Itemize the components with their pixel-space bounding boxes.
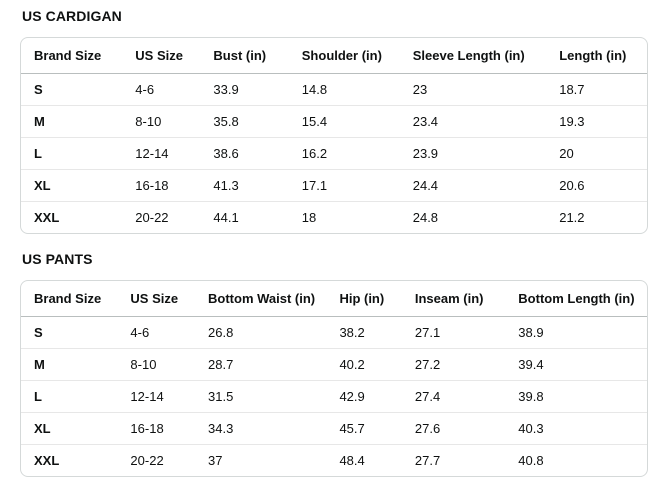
table-cell: 35.8 [200, 106, 289, 138]
table-cell: 21.2 [559, 210, 585, 225]
table-cell: 45.7 [326, 413, 402, 445]
table-cell: 27.4 [401, 381, 506, 413]
cardigan-size-table: Brand Size US Size Bust (in) Shoulder (in) S… [20, 37, 648, 234]
size-chart-page: US CARDIGAN Brand Size US Size Bust (in) Sh… [20, 0, 648, 477]
table-cell: 27.2 [401, 349, 506, 381]
column-header: US Size [122, 38, 201, 74]
column-header: Bust (in) [200, 38, 289, 74]
table-cell: 40.8 [518, 453, 544, 468]
table-cell: 40.3 [505, 413, 647, 445]
cardigan-section-title: US CARDIGAN [22, 8, 122, 24]
table-header-row: Brand Size US Size Bust (in) Shoulder (in) S… [21, 38, 647, 74]
pants-size-section: US PANTS Brand Size US Size Bottom Waist (… [20, 234, 648, 477]
brand-size-cell: M [21, 106, 123, 138]
table-cell: 27.6 [401, 413, 506, 445]
table-cell: 14.8 [288, 74, 400, 106]
table-cell: 20.6 [546, 170, 647, 202]
table-cell: 37 [208, 453, 223, 468]
table-cell: 8-10 [122, 106, 201, 138]
table-cell: 27.1 [401, 317, 506, 349]
brand-size-cell: XL [21, 170, 123, 202]
table-cell: 23.4 [399, 106, 547, 138]
pants-size-table: Brand Size US Size Bottom Waist (in) Hip (i… [20, 280, 648, 477]
table-row: M 8-10 35.8 15.4 23.4 19.3 [21, 106, 647, 138]
column-header: Bottom Length (in) [505, 281, 647, 317]
table-cell: 26.8 [195, 317, 327, 349]
table-cell: 20 [546, 138, 647, 170]
table-row: L 12-14 38.6 16.2 23.9 20 [21, 138, 647, 170]
table-cell: 42.9 [326, 381, 402, 413]
table-header-row: Brand Size US Size Bottom Waist (in) Hip (i… [21, 281, 647, 317]
table-row: S 4-6 26.8 38.2 27.1 38.9 [21, 317, 647, 349]
column-header: Brand Size [21, 38, 123, 74]
table-row: S 4-6 33.9 14.8 23 18.7 [21, 74, 647, 106]
table-cell: 41.3 [200, 170, 289, 202]
brand-size-cell: M [21, 349, 118, 381]
brand-size-cell: XXL [34, 453, 60, 468]
column-header: Bottom Waist (in) [195, 281, 327, 317]
table-cell: 23 [399, 74, 547, 106]
table-cell: 38.6 [200, 138, 289, 170]
table-cell: 12-14 [117, 381, 196, 413]
brand-size-cell: S [21, 74, 123, 106]
table-cell: 12-14 [122, 138, 201, 170]
column-header: US Size [117, 281, 196, 317]
column-header: Length (in) [546, 38, 647, 74]
table-row: XL 16-18 34.3 45.7 27.6 40.3 [21, 413, 647, 445]
brand-size-cell: XL [21, 413, 118, 445]
table-row: XXL 20-22 37 48.4 27.7 40.8 [21, 445, 647, 476]
table-cell: 4-6 [117, 317, 196, 349]
table-cell: 20-22 [130, 453, 164, 468]
table-cell: 28.7 [195, 349, 327, 381]
table-cell: 17.1 [288, 170, 400, 202]
brand-size-cell: XXL [34, 210, 60, 225]
table-cell: 19.3 [546, 106, 647, 138]
column-header: Inseam (in) [401, 281, 506, 317]
table-cell: 33.9 [200, 74, 289, 106]
table-cell: 38.9 [505, 317, 647, 349]
table-cell: 15.4 [288, 106, 400, 138]
table-cell: 44.1 [213, 210, 239, 225]
table-cell: 27.7 [414, 453, 441, 468]
table-cell: 24.8 [412, 210, 439, 225]
pants-section-title: US PANTS [22, 251, 93, 267]
table-cell: 34.3 [195, 413, 327, 445]
column-header: Shoulder (in) [288, 38, 400, 74]
table-cell: 18.7 [546, 74, 647, 106]
table-cell: 24.4 [399, 170, 547, 202]
column-header: Sleeve Length (in) [399, 38, 547, 74]
cardigan-size-section: US CARDIGAN Brand Size US Size Bust (in) Sh… [20, 0, 648, 234]
table-row: XL 16-18 41.3 17.1 24.4 20.6 [21, 170, 647, 202]
table-row: L 12-14 31.5 42.9 27.4 39.8 [21, 381, 647, 413]
table-cell: 48.4 [339, 453, 365, 468]
table-cell: 20-22 [135, 210, 169, 225]
table-cell: 23.9 [399, 138, 547, 170]
column-header: Brand Size [21, 281, 118, 317]
table-cell: 40.2 [326, 349, 402, 381]
table-cell: 38.2 [326, 317, 402, 349]
table-row: XXL 20-22 44.1 18 24.8 21.2 [21, 202, 647, 233]
column-header: Hip (in) [326, 281, 402, 317]
table-cell: 31.5 [195, 381, 327, 413]
brand-size-cell: S [21, 317, 118, 349]
table-cell: 39.8 [505, 381, 647, 413]
table-row: M 8-10 28.7 40.2 27.2 39.4 [21, 349, 647, 381]
table-cell: 16.2 [288, 138, 400, 170]
table-cell: 16-18 [117, 413, 196, 445]
table-cell: 18 [301, 210, 317, 225]
table-cell: 4-6 [122, 74, 201, 106]
table-cell: 8-10 [117, 349, 196, 381]
brand-size-cell: L [21, 381, 118, 413]
brand-size-cell: L [21, 138, 123, 170]
table-cell: 16-18 [122, 170, 201, 202]
table-cell: 39.4 [505, 349, 647, 381]
